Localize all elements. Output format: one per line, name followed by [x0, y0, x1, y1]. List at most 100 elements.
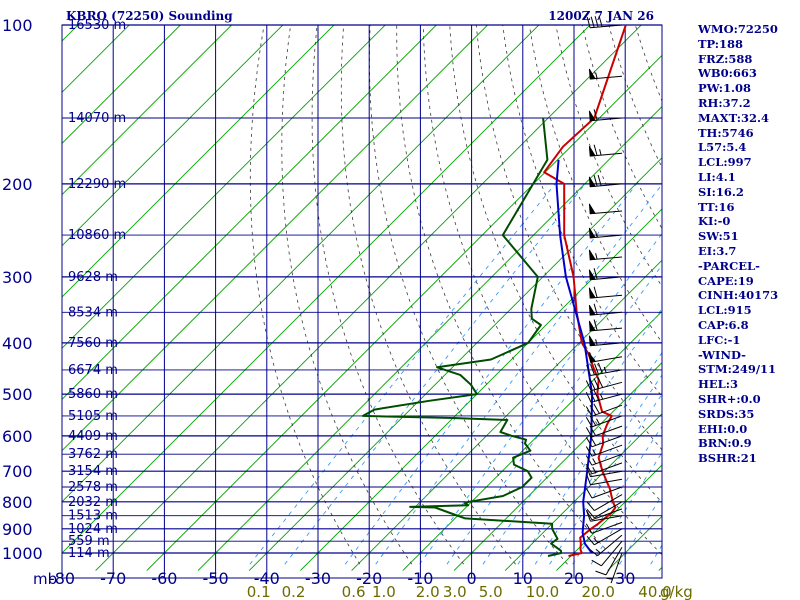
wind-barb: [588, 227, 623, 239]
height-label: 16530 m: [68, 18, 126, 33]
isotherm-line: [556, 464, 662, 571]
height-label: 5105 m: [68, 409, 118, 424]
sounding-time: 1200Z 7 JAN 26: [548, 9, 654, 23]
index-row: HEL:3: [698, 377, 738, 392]
index-row: EI:3.7: [698, 243, 737, 258]
wind-barb: [588, 249, 623, 261]
wind-barb: [585, 486, 623, 499]
index-row: LCL:997: [698, 155, 752, 170]
height-label: 3762 m: [68, 447, 118, 462]
dry-adiabat-line: [475, 25, 662, 451]
height-label: 6674 m: [68, 363, 118, 378]
mixing-ratio-line: [249, 183, 556, 565]
wind-barb: [588, 268, 623, 281]
isotherm-line: [62, 25, 284, 247]
wind-barb: [585, 462, 623, 475]
dry-adiabat-line: [249, 25, 361, 565]
wind-barb: [588, 352, 623, 363]
isotherm-line: [62, 25, 386, 349]
temperature-tick-label: -70: [100, 569, 126, 588]
dry-adiabat-line: [422, 25, 662, 556]
height-label: 1024 m: [68, 522, 118, 537]
index-row: LCL:915: [698, 303, 752, 318]
mixing-ratio-label: 40.0: [638, 583, 671, 600]
pressure-tick-label: 100: [2, 16, 33, 35]
axis-unit-label: mb: [33, 570, 57, 588]
mixing-ratio-unit: g/kg: [660, 583, 693, 600]
mixing-ratio-label: 3.0: [443, 583, 467, 600]
height-label: 10860 m: [68, 228, 126, 243]
mixing-ratio-line: [619, 494, 662, 565]
mixing-ratio-line: [590, 451, 662, 565]
height-label: 2032 m: [68, 495, 118, 510]
wind-barb: [586, 474, 623, 486]
wind-barb: [588, 303, 623, 316]
wind-barb: [588, 286, 623, 299]
mixing-ratio-line: [482, 307, 662, 565]
isotherm-line: [62, 25, 233, 196]
height-label: 7560 m: [68, 336, 118, 351]
grid: [61, 24, 663, 579]
mixing-ratio-line: [572, 425, 662, 565]
height-label: 1513 m: [68, 509, 118, 524]
isotherm-line: [248, 157, 662, 571]
dewpoint-trace: [361, 117, 563, 557]
mixing-ratio-label: 20.0: [581, 583, 614, 600]
wind-barb: [586, 494, 623, 512]
station-title: KBRO (72250) Sounding: [66, 9, 233, 23]
index-row: LI:4.1: [698, 169, 736, 184]
wind-barb: [585, 453, 623, 466]
dry-adiabat-line: [396, 25, 620, 565]
mixing-ratio-label: 0.6: [342, 583, 366, 600]
mixing-ratio-line: [446, 264, 662, 565]
wind-barb: [585, 521, 623, 534]
index-row: -WIND-: [698, 347, 746, 362]
height-label: 5860 m: [68, 387, 118, 402]
pressure-tick-label: 900: [2, 520, 33, 539]
index-row: LFC:-1: [698, 332, 741, 347]
temperature-tick-label: -40: [254, 569, 280, 588]
wind-barb: [586, 528, 623, 546]
index-row: TP:188: [698, 36, 744, 51]
height-label: 559 m: [68, 534, 110, 549]
mixing-ratio-line: [344, 183, 638, 565]
mixing-ratio-line: [517, 351, 662, 565]
index-row: TH:5746: [698, 125, 754, 140]
index-row: BSHR:21: [698, 451, 757, 466]
dry-adiabats: [62, 25, 662, 571]
mixing-ratio-lines: [249, 183, 662, 565]
temperature-tick-label: -60: [151, 569, 177, 588]
temperature-tick-label: -10: [407, 569, 433, 588]
index-row: SW:51: [698, 229, 739, 244]
index-row: BRN:0.9: [698, 436, 752, 451]
index-row: SI:16.2: [698, 184, 744, 199]
wind-barb: [585, 508, 623, 521]
index-row: WB0:663: [698, 66, 757, 81]
pressure-tick-label: 400: [2, 334, 33, 353]
temperature-tick-label: 0: [467, 569, 477, 588]
wind-barb: [588, 203, 623, 215]
sounding-indices-panel: WMO:72250 TP:188 FRZ:588 WB0:663 PW:1.08 RH:3…: [698, 22, 798, 466]
index-row: EHI:0.0: [698, 421, 748, 436]
height-label: 4409 m: [68, 429, 118, 444]
mixing-ratio-label: 10.0: [526, 583, 559, 600]
plot-frame: [61, 24, 663, 579]
wind-barb: [588, 534, 623, 557]
height-label: 9628 m: [68, 270, 118, 285]
index-row: CINH:40173: [698, 288, 779, 303]
wind-barb: [586, 362, 623, 376]
dry-adiabat-line: [528, 25, 662, 344]
isotherm-line: [62, 25, 591, 554]
index-row: KI:-0: [698, 214, 731, 229]
pressure-tick-label: 1000: [2, 544, 43, 563]
index-row: MAXT:32.4: [698, 110, 769, 125]
wind-barb: [586, 501, 623, 519]
isotherm-line: [146, 54, 662, 571]
mixing-ratio-line: [419, 232, 662, 565]
index-row: CAPE:19: [698, 273, 754, 288]
wind-barb: [585, 403, 623, 417]
height-label: 2578 m: [68, 480, 118, 495]
isotherm-line: [504, 413, 662, 571]
